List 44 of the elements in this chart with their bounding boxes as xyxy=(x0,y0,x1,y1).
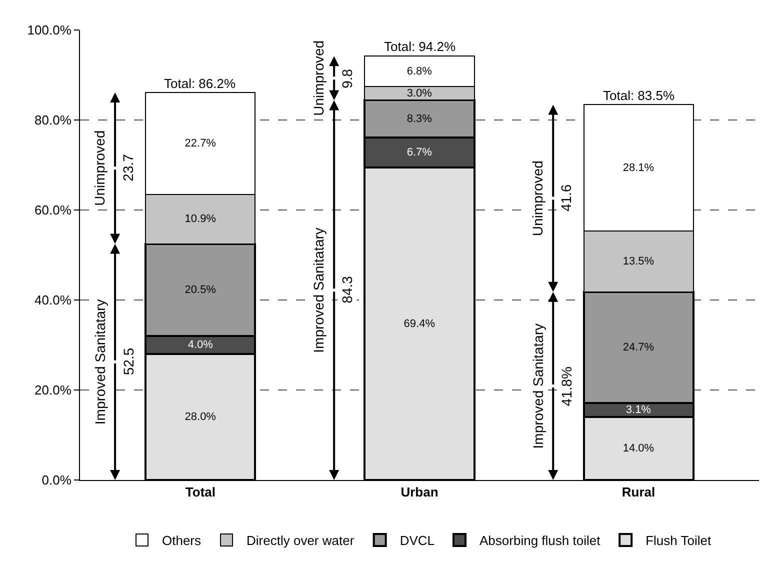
data-label: 4.0% xyxy=(188,339,214,351)
legend-label: Flush Toilet xyxy=(646,533,712,548)
y-tick-label: 60.0% xyxy=(34,202,72,218)
legend-label: Others xyxy=(162,533,202,548)
data-label: 22.7% xyxy=(184,138,216,150)
annotation: 23.7 xyxy=(120,154,136,182)
y-tick-label: 100.0% xyxy=(27,22,72,38)
legend-label: DVCL xyxy=(400,533,435,548)
total-label: Total: 86.2% xyxy=(164,76,236,91)
annotation: 84.3 xyxy=(339,276,356,304)
annotation: Unimproved xyxy=(529,160,546,236)
data-label: 3.0% xyxy=(406,87,432,100)
data-label: 28.1% xyxy=(622,162,654,174)
annotation: Improved Sanitatary xyxy=(530,323,546,449)
annotation: 9.8 xyxy=(339,68,356,88)
total-label: Total: 94.2% xyxy=(384,39,456,54)
data-label: 6.7% xyxy=(406,146,432,159)
data-label: 28.0% xyxy=(184,411,216,423)
total-label: Total: 83.5% xyxy=(603,88,675,103)
data-label: 20.5% xyxy=(184,284,216,296)
y-tick-label: 40.0% xyxy=(34,292,72,308)
data-label: 3.1% xyxy=(626,404,652,416)
data-label: 24.7% xyxy=(622,341,654,354)
legend-label: Directly over water xyxy=(246,533,355,548)
annotation: Improved Sanitatary xyxy=(310,228,327,353)
data-label: 10.9% xyxy=(184,213,216,226)
annotation: Unimproved xyxy=(310,40,327,116)
x-tick-label: Urban xyxy=(400,484,438,500)
legend-label: Absorbing flush toilet xyxy=(480,533,601,548)
y-tick-label: 0.0% xyxy=(42,472,72,488)
data-label: 6.8% xyxy=(406,65,432,78)
data-label: 69.4% xyxy=(404,318,436,330)
annotation: 41.8% xyxy=(558,366,574,406)
x-tick-label: Total xyxy=(185,484,216,500)
y-tick-label: 80.0% xyxy=(34,112,72,128)
annotation: 52.5 xyxy=(120,348,136,376)
data-label: 8.3% xyxy=(406,112,432,125)
annotation: Improved Sanitatary xyxy=(92,299,108,425)
annotation: Unimproved xyxy=(92,130,108,206)
data-label: 14.0% xyxy=(622,442,654,454)
x-tick-label: Rural xyxy=(622,484,656,500)
annotation: 41.6 xyxy=(558,184,574,212)
data-label: 13.5% xyxy=(622,256,654,268)
y-tick-label: 20.0% xyxy=(34,382,72,398)
